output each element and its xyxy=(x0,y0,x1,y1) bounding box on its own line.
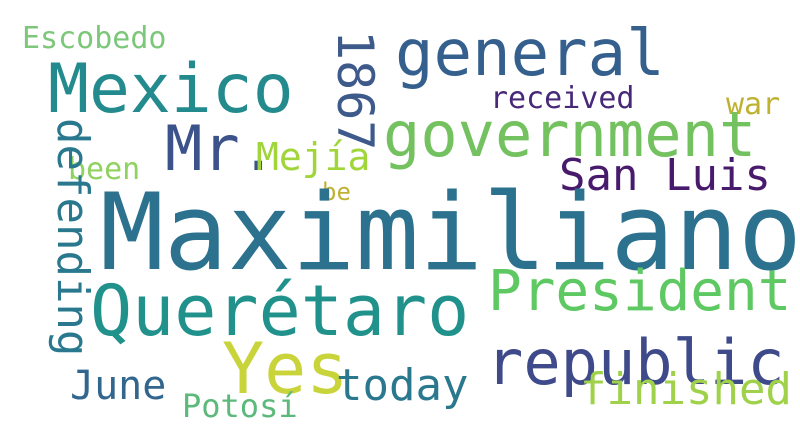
word-finished: finished xyxy=(580,368,792,412)
word-1867: 1867 xyxy=(330,30,380,150)
word-general: general xyxy=(395,22,665,86)
word-president: President xyxy=(488,264,791,320)
word-defending: defending xyxy=(50,118,94,356)
word-june: June xyxy=(70,366,166,406)
word-today: today xyxy=(336,364,468,408)
word-potosi: Potosí xyxy=(182,390,298,422)
